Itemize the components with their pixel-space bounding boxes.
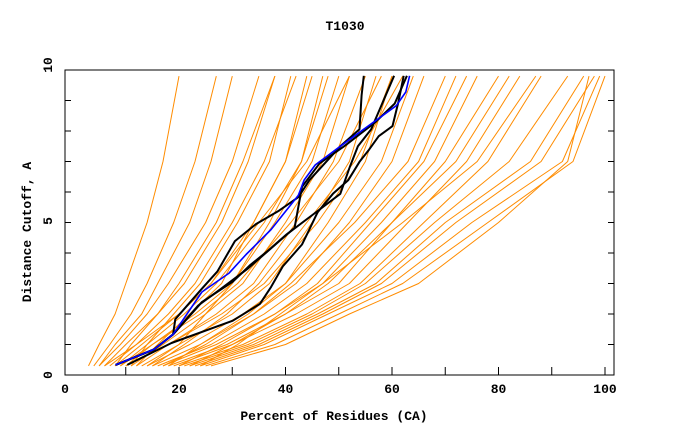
series-line-other bbox=[178, 75, 542, 367]
y-tick-label: 5 bbox=[41, 217, 56, 225]
series-line-other bbox=[194, 75, 595, 367]
x-tick-label: 80 bbox=[491, 382, 507, 397]
x-axis-label: Percent of Residues (CA) bbox=[240, 409, 427, 424]
series-line-other bbox=[168, 75, 499, 367]
series-line-other bbox=[210, 75, 590, 367]
series-line-other bbox=[157, 75, 457, 367]
series-line-other bbox=[162, 75, 446, 367]
series-line-selected bbox=[115, 75, 411, 366]
series-line-other bbox=[93, 75, 217, 367]
y-tick-label: 10 bbox=[41, 57, 56, 73]
chart-title: T1030 bbox=[325, 19, 364, 34]
series-line-highlight bbox=[115, 75, 365, 366]
y-axis-label: Distance Cutoff, A bbox=[20, 162, 35, 303]
series-line-other bbox=[136, 75, 308, 367]
series-line-other bbox=[184, 75, 569, 367]
series-line-other bbox=[88, 76, 180, 367]
series-line-other bbox=[189, 75, 510, 367]
series-line-other bbox=[146, 75, 324, 367]
series-line-other bbox=[114, 75, 313, 367]
x-tick-label: 20 bbox=[171, 382, 187, 397]
series-line-other bbox=[200, 75, 601, 367]
x-tick-label: 40 bbox=[278, 382, 294, 397]
y-tick-label: 0 bbox=[41, 371, 56, 379]
series-line-other bbox=[152, 75, 404, 367]
series-line-other bbox=[98, 75, 260, 367]
series-line-highlight bbox=[126, 75, 405, 366]
axis-ticks bbox=[65, 69, 614, 375]
series-line-other bbox=[189, 75, 585, 367]
series-line-other bbox=[104, 75, 350, 367]
series-line-other bbox=[178, 75, 468, 367]
plot-area bbox=[88, 75, 606, 367]
series-line-other bbox=[130, 75, 292, 367]
series-line-other bbox=[120, 75, 382, 367]
x-tick-label: 100 bbox=[593, 382, 617, 397]
series-line-other bbox=[168, 75, 414, 367]
x-tick-label: 0 bbox=[61, 382, 69, 397]
series-line-other bbox=[200, 75, 537, 367]
series-line-other bbox=[205, 75, 606, 367]
x-tick-label: 60 bbox=[384, 382, 400, 397]
series-line-other bbox=[125, 75, 340, 367]
series-line-other bbox=[104, 75, 276, 367]
series-line-other bbox=[98, 75, 233, 367]
series-line-other bbox=[114, 75, 276, 367]
